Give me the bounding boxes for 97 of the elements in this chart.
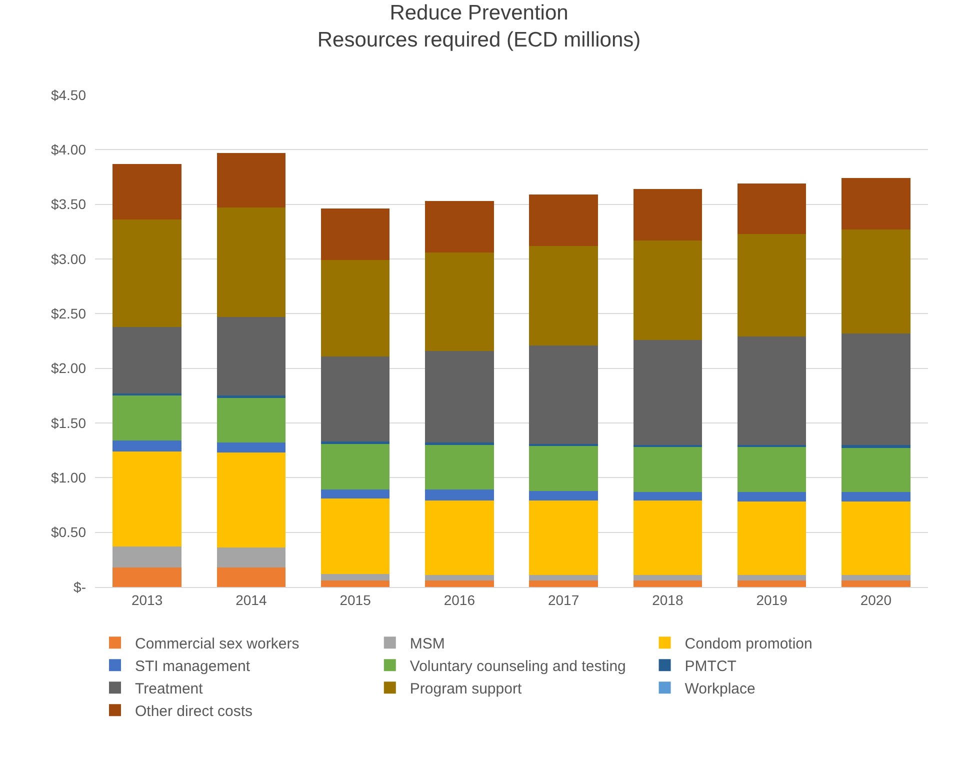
bar — [425, 252, 494, 351]
x-tick-label: 2018 — [652, 592, 684, 608]
y-tick-label: $3.50 — [50, 196, 86, 212]
legend-label: Treatment — [135, 680, 204, 698]
x-tick-label: 2020 — [860, 592, 892, 608]
y-tick-label: $0.50 — [50, 524, 86, 540]
bar — [216, 548, 286, 568]
bar — [320, 574, 390, 580]
bar — [842, 580, 910, 587]
bar — [737, 580, 806, 587]
bar — [529, 500, 598, 575]
legend-label: STI management — [135, 658, 251, 675]
bar — [842, 178, 910, 230]
bar — [842, 492, 910, 502]
bar — [112, 393, 182, 396]
bar — [529, 490, 598, 501]
bar — [529, 580, 598, 587]
x-tick-label: 2019 — [756, 592, 788, 608]
bar — [842, 574, 910, 580]
legend-label: MSM — [410, 635, 445, 652]
bar — [737, 502, 806, 575]
bar — [112, 451, 182, 547]
bar — [216, 152, 286, 208]
bar — [529, 194, 598, 246]
bar — [320, 490, 390, 498]
bar — [737, 234, 806, 337]
bar — [112, 326, 182, 394]
bar — [320, 260, 390, 356]
bar — [425, 574, 494, 580]
x-tick-label: 2014 — [236, 592, 267, 608]
y-tick-label: $2.50 — [50, 306, 86, 322]
bar — [425, 444, 494, 490]
bar — [633, 580, 702, 587]
y-tick-label: $3.00 — [50, 250, 86, 267]
bar — [112, 220, 182, 327]
legend-label: Program support — [410, 680, 522, 698]
x-tick-label: 2017 — [548, 592, 580, 608]
bar — [633, 574, 702, 580]
x-tick-label: 2016 — [444, 592, 476, 608]
bar — [633, 492, 702, 501]
bar — [633, 189, 702, 240]
bar — [633, 500, 702, 575]
y-tick-label: $1.00 — [50, 470, 86, 486]
chart-title: Reduce Prevention Resources required (ECD millions) — [317, 1, 641, 52]
legend-label: Workplace — [684, 680, 756, 698]
bar — [842, 444, 910, 448]
bar — [216, 442, 286, 453]
bar — [216, 567, 286, 587]
bar — [529, 574, 598, 580]
legend-label: Other direct costs — [135, 702, 253, 720]
bar — [320, 580, 390, 587]
y-tick-label: $- — [74, 578, 86, 595]
bar — [112, 567, 182, 587]
y-tick-label: $4.00 — [50, 142, 86, 158]
legend-label: Condom promotion — [684, 635, 812, 652]
bar — [112, 440, 182, 452]
bar — [842, 448, 910, 492]
bar — [842, 333, 910, 445]
bar — [425, 490, 494, 501]
legend-label: PMTCT — [684, 658, 736, 675]
y-tick-label: $2.00 — [50, 360, 86, 376]
bar — [320, 356, 390, 442]
bar — [842, 502, 910, 575]
bar — [216, 398, 286, 443]
legend-label: Commercial sex workers — [135, 635, 300, 652]
bar — [320, 444, 390, 490]
bar — [633, 340, 702, 445]
bar — [216, 208, 286, 317]
y-tick-label: $1.50 — [50, 414, 86, 431]
bar — [529, 246, 598, 346]
x-tick-label: 2013 — [131, 592, 163, 608]
bar — [216, 452, 286, 548]
bar — [737, 574, 806, 580]
bar — [633, 447, 702, 492]
bar — [216, 316, 286, 396]
bar — [425, 580, 494, 587]
bar — [633, 444, 702, 448]
bar — [633, 240, 702, 340]
legend-label: Voluntary counseling and testing — [410, 658, 626, 675]
bar — [320, 208, 390, 260]
bar — [737, 492, 806, 502]
bar — [842, 229, 910, 334]
bar — [737, 444, 806, 448]
bar — [529, 446, 598, 491]
bar — [112, 546, 182, 568]
bar — [529, 345, 598, 444]
bar — [112, 164, 182, 220]
bar — [737, 447, 806, 492]
bar — [425, 201, 494, 252]
bar — [737, 336, 806, 445]
bar — [320, 498, 390, 574]
y-tick-label: $4.50 — [50, 86, 86, 103]
x-tick-label: 2015 — [340, 592, 372, 608]
bar — [425, 350, 494, 443]
bar — [425, 500, 494, 575]
bar — [112, 396, 182, 440]
bar — [737, 184, 806, 234]
